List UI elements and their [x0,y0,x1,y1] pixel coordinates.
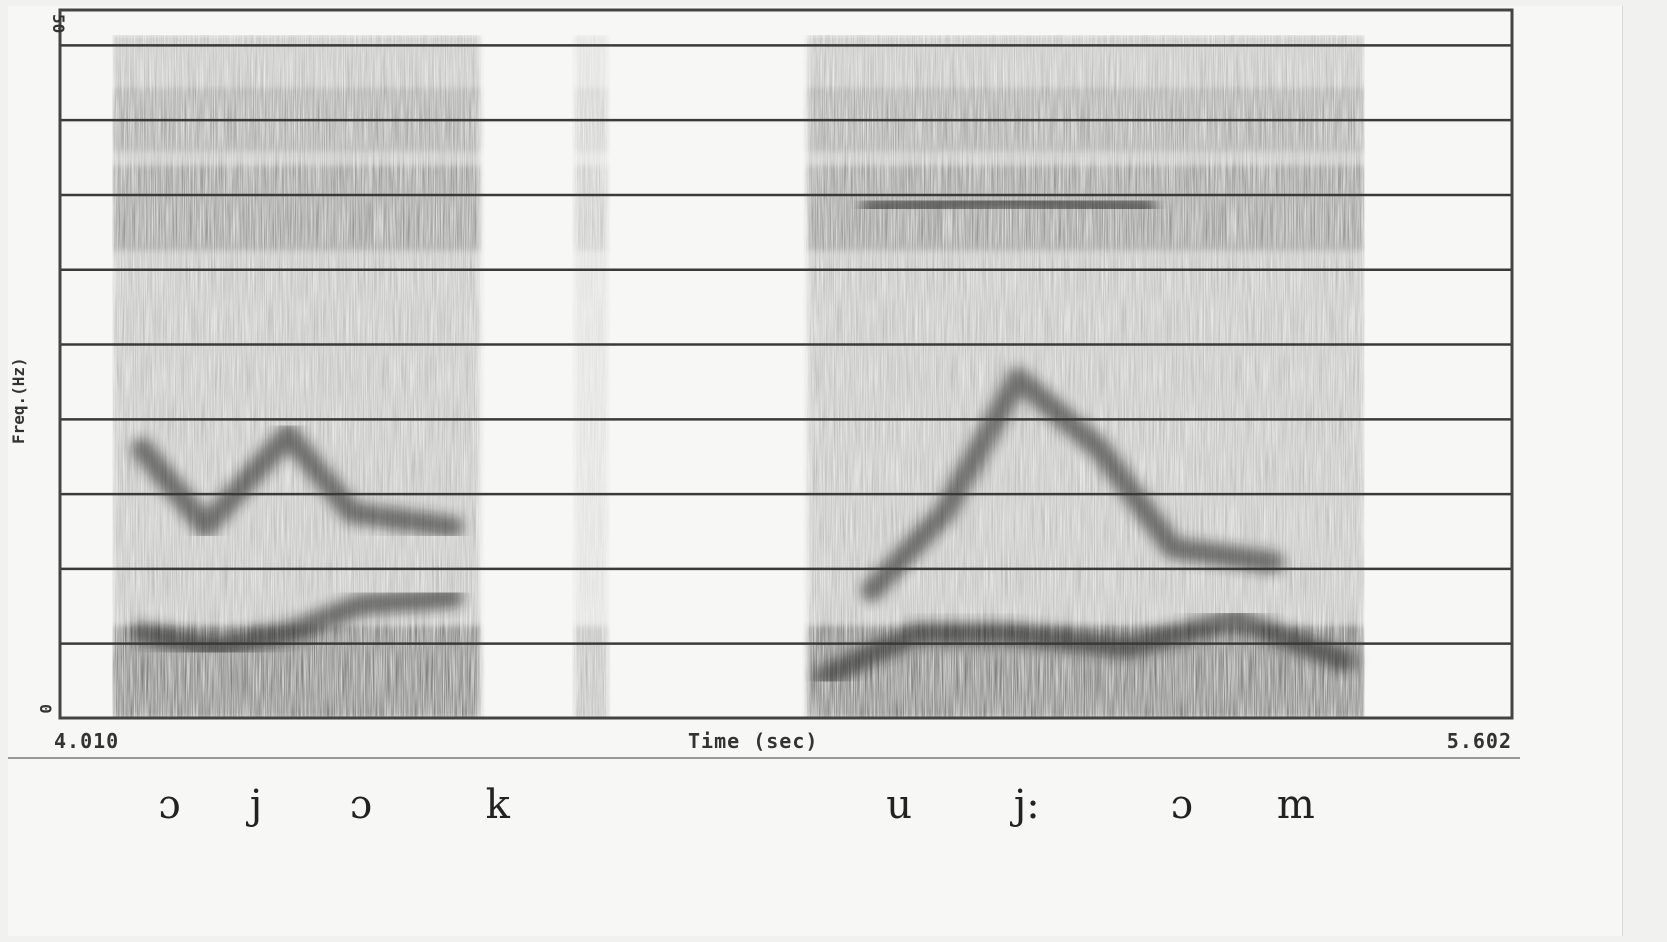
segment-label: j: [1010,782,1040,828]
x-end-tick-label: 5.602 [1447,729,1512,753]
segment-label: k [486,782,511,828]
segment-label: m [1277,782,1315,828]
low-frequency-band [575,626,607,718]
x-axis-label: Time (sec) [688,729,818,753]
y-top-tick-label: 50 [49,14,68,33]
segment-label: j [246,782,262,828]
spectrogram-energy [113,35,1364,718]
formant-track [872,201,1146,208]
voiced-region [113,35,480,718]
upper-formant-band [575,166,607,251]
segment-label: ɔ [350,782,372,828]
segment-labels: ɔ j ɔ k u j: ɔ m [158,782,1315,828]
segment-label: ɔ [1171,782,1193,828]
segment-label: ɔ [158,782,180,828]
y-bottom-tick-label: 0 [36,704,55,714]
voiced-region [808,35,1364,718]
y-axis-label: Freq.(Hz) [9,357,28,444]
x-start-tick-label: 4.010 [54,729,119,753]
segment-label: u [886,782,912,828]
voiced-region [575,35,607,718]
